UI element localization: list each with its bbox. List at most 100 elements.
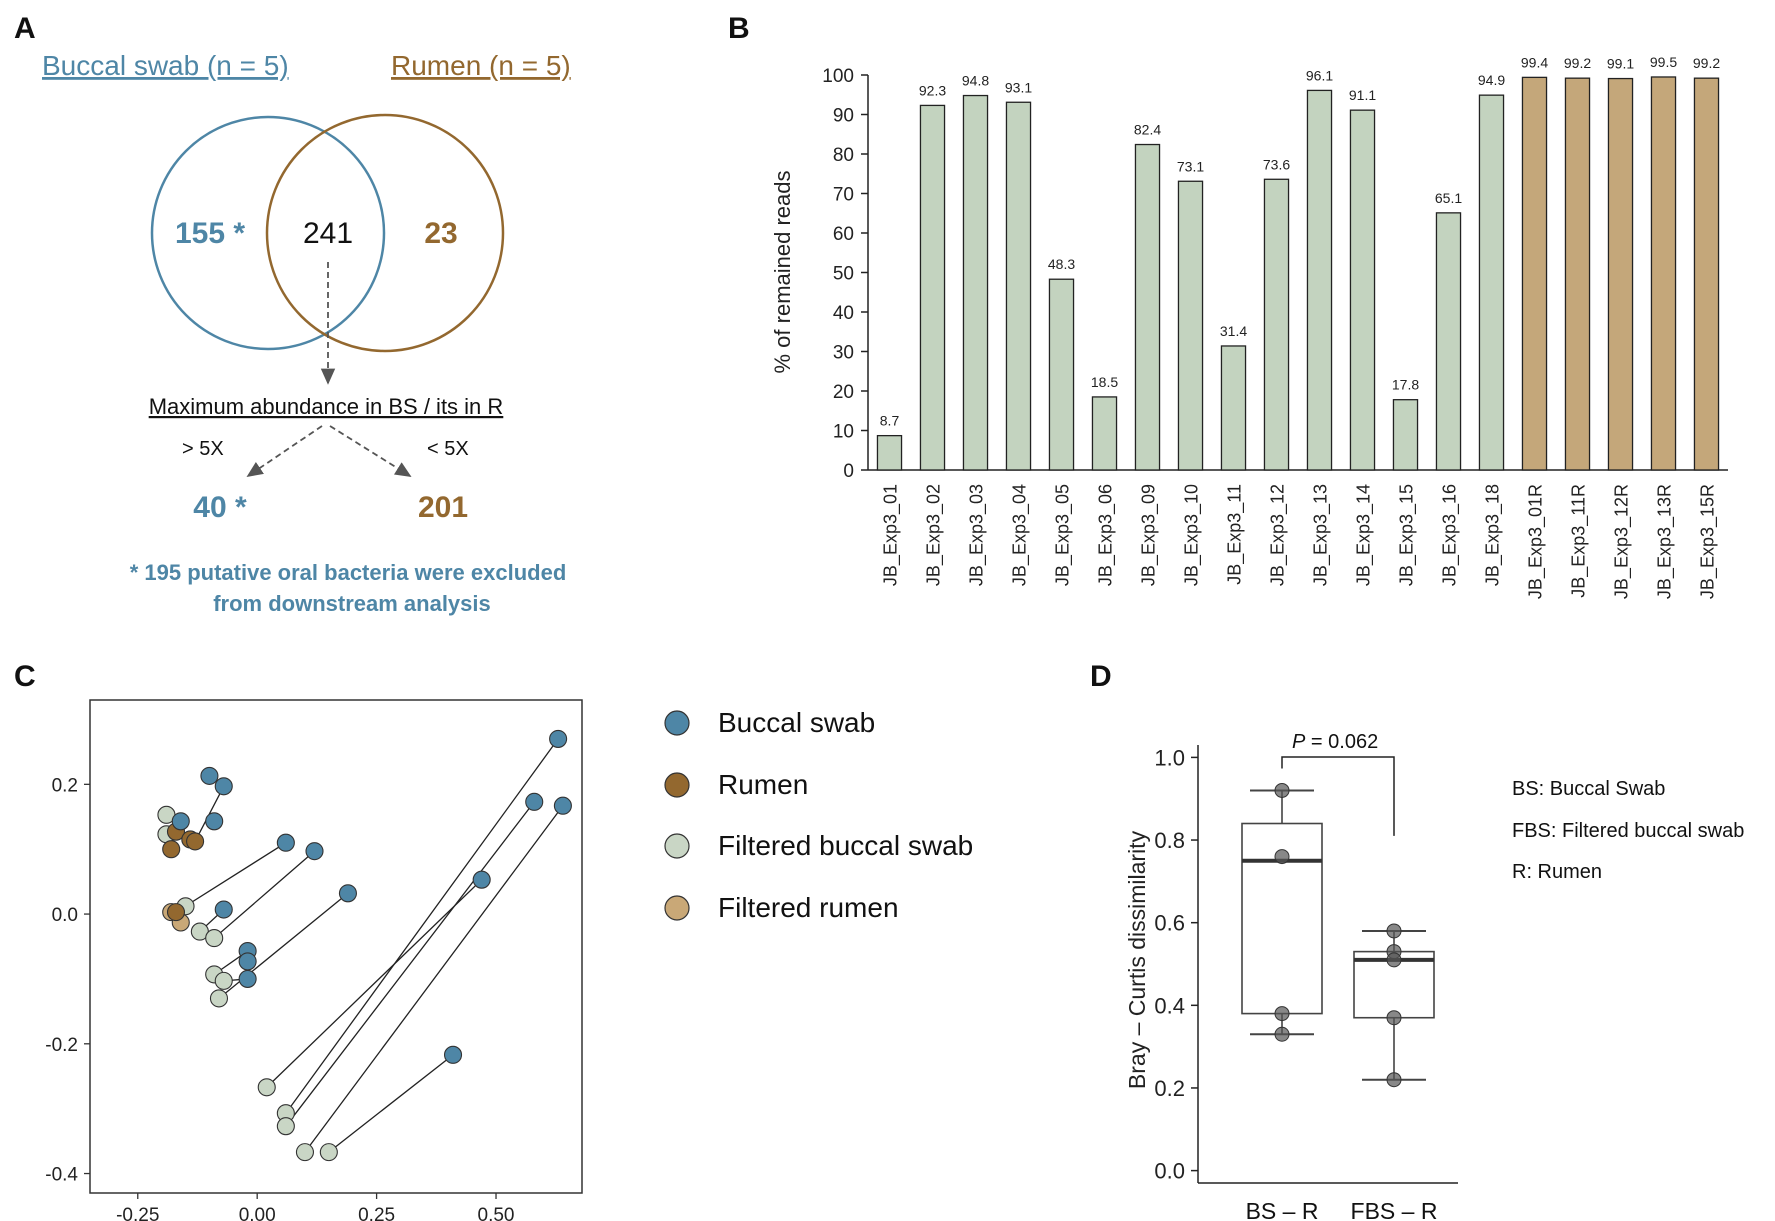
- panel-letter-b: B: [728, 12, 750, 45]
- point-buccal-swab: [205, 812, 224, 831]
- venn-circle-rumen: [265, 113, 505, 353]
- venn-rumen-only-count: 23: [424, 217, 457, 250]
- abbrev-r: R: Rumen: [1512, 861, 1602, 883]
- point-filtered-buccal-swab: [257, 1078, 276, 1097]
- bar-value-label: 17.8: [1392, 377, 1419, 393]
- bar-y-axis-label: % of remained reads: [770, 171, 795, 374]
- box-significance-bracket: [1281, 756, 1395, 836]
- point-filtered-buccal-swab: [214, 971, 233, 990]
- bar-JB_Exp3_18: [1478, 94, 1505, 471]
- venn-criterion: Maximum abundance in BS / its in R: [149, 394, 504, 419]
- point-buccal-swab: [549, 729, 568, 748]
- bar-y-tick-label: 10: [833, 422, 854, 443]
- bar-JB_Exp3_13: [1306, 89, 1333, 471]
- bar-value-label: 65.1: [1435, 190, 1462, 206]
- bar-JB_Exp3_13R: [1650, 76, 1677, 471]
- panel-letter-a: A: [14, 12, 36, 45]
- point-buccal-swab: [238, 952, 257, 971]
- bar-category-label: JB_Exp3_16: [1440, 484, 1461, 586]
- bar-JB_Exp3_11R: [1564, 77, 1591, 471]
- bar-category-label: JB_Exp3_13R: [1655, 484, 1676, 599]
- point-rumen: [162, 840, 181, 859]
- panel-c: C -0.25 0.00 0.25 0.50 -0.4 -0.2 0.0 0.2 Buccal…: [14, 660, 973, 1221]
- point-buccal-swab: [305, 842, 324, 861]
- panel-b: B % of remained reads 0 10 20 30 40 50 60 70 80 9…: [728, 12, 1728, 599]
- bar-category-label: JB_Exp3_01: [881, 484, 902, 586]
- bar-value-label: 94.9: [1478, 72, 1505, 88]
- scatter-x-tick-label: 0.00: [239, 1205, 276, 1221]
- box-p-symbol: P: [1292, 731, 1306, 753]
- scatter-frame: [89, 699, 583, 1194]
- scatter-points: [157, 729, 572, 1162]
- bar-category-label: JB_Exp3_10: [1182, 484, 1203, 586]
- venn-overlap-count: 241: [303, 217, 353, 250]
- point-buccal-swab: [338, 884, 357, 903]
- bar-value-label: 99.1: [1607, 56, 1634, 72]
- bar-category-label: JB_Exp3_15R: [1698, 484, 1719, 599]
- box-point: [1386, 952, 1402, 968]
- point-filtered-buccal-swab: [209, 989, 229, 1008]
- bar-value-label: 94.8: [962, 73, 989, 89]
- scatter-pair-line: [175, 842, 287, 913]
- scatter-y-tick-label: 0.0: [52, 905, 78, 926]
- bar-JB_Exp3_14: [1349, 109, 1376, 471]
- bar-marks: 8.7 JB_Exp3_01 92.3 JB_Exp3_02 94.8 JB_Exp3_0…: [876, 54, 1720, 599]
- bar-JB_Exp3_01R: [1521, 76, 1548, 471]
- bar-value-label: 73.6: [1263, 156, 1290, 172]
- bar-JB_Exp3_05: [1048, 278, 1075, 471]
- bar-y-tick-label: 60: [833, 224, 854, 245]
- bar-value-label: 96.1: [1306, 67, 1333, 83]
- bar-y-tick-label: 70: [833, 185, 854, 206]
- venn-arrow-left: [246, 425, 323, 478]
- bar-JB_Exp3_09: [1134, 143, 1161, 471]
- box-category-label: BS – R: [1246, 1198, 1319, 1221]
- bar-category-label: JB_Exp3_14: [1354, 484, 1375, 586]
- panel-d: D Bray – Curtis dissimilarity 0.00.20.40…: [1090, 660, 1744, 1221]
- scatter-x-tick-label: -0.25: [116, 1205, 159, 1221]
- box-marks: BS – R FBS – R: [1241, 756, 1437, 1221]
- legend-label-buccal: Buccal swab: [718, 707, 875, 738]
- point-buccal-swab: [276, 833, 295, 852]
- point-buccal-swab: [200, 766, 219, 785]
- panel-a: A Buccal swab (n = 5) Rumen (n = 5) 155 …: [14, 12, 571, 616]
- bar-category-label: JB_Exp3_04: [1010, 484, 1031, 586]
- box-point: [1274, 1026, 1290, 1042]
- venn-footnote-line2: from downstream analysis: [213, 591, 491, 616]
- bar-category-label: JB_Exp3_18: [1483, 484, 1504, 586]
- point-buccal-swab: [525, 792, 544, 811]
- bar-category-label: JB_Exp3_02: [924, 484, 945, 586]
- scatter-x-tick-label: 0.50: [478, 1205, 515, 1221]
- box-y-tick-label: 0.2: [1154, 1076, 1185, 1101]
- point-filtered-buccal-swab: [276, 1117, 295, 1136]
- point-rumen: [166, 903, 186, 922]
- bar-category-label: JB_Exp3_12: [1268, 484, 1289, 586]
- point-buccal-swab: [238, 969, 257, 988]
- bar-category-label: JB_Exp3_15: [1397, 484, 1418, 586]
- bar-value-label: 99.2: [1564, 55, 1591, 71]
- bar-y-tick-label: 30: [833, 343, 854, 364]
- bar-value-label: 73.1: [1177, 158, 1204, 174]
- scatter-pair-line: [304, 805, 564, 1153]
- point-rumen: [186, 832, 205, 851]
- box-p-value: P = 0.062: [1292, 731, 1378, 753]
- bar-category-label: JB_Exp3_11: [1225, 484, 1246, 585]
- box-point: [1274, 1006, 1290, 1022]
- box-axes: 0.0 0.2 0.4 0.6 0.8 1.0: [1154, 745, 1458, 1184]
- bar-JB_Exp3_04: [1005, 101, 1032, 471]
- bar-y-tick-label: 50: [833, 264, 854, 285]
- venn-gt-count: 40 *: [193, 491, 247, 524]
- bar-value-label: 99.2: [1693, 55, 1720, 71]
- bar-category-label: JB_Exp3_01R: [1526, 484, 1547, 599]
- point-filtered-buccal-swab: [319, 1143, 338, 1162]
- point-buccal-swab: [553, 796, 572, 815]
- point-filtered-buccal-swab: [205, 929, 224, 948]
- bar-JB_Exp3_02: [919, 104, 946, 471]
- bar-value-label: 99.4: [1521, 54, 1548, 70]
- bar-category-label: JB_Exp3_12R: [1612, 484, 1633, 599]
- point-buccal-swab: [443, 1045, 463, 1064]
- bar-JB_Exp3_01: [876, 434, 903, 471]
- box-y-tick-label: 0.6: [1154, 911, 1185, 936]
- bar-y-tick-label: 80: [833, 145, 854, 166]
- venn-gt-label: > 5X: [182, 438, 224, 460]
